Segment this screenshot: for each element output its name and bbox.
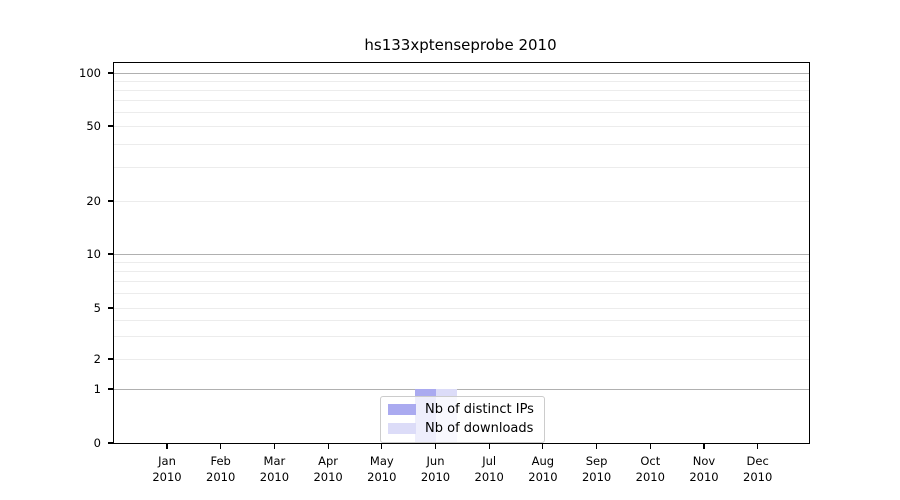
minor-gridline xyxy=(114,270,809,272)
major-gridline xyxy=(114,72,809,74)
minor-gridline xyxy=(114,358,809,360)
x-tick-label: Jan 2010 xyxy=(152,454,182,484)
legend-swatch-distinct-ips xyxy=(388,404,416,415)
x-tick-mark xyxy=(273,444,275,449)
y-tick-mark xyxy=(108,307,113,309)
minor-gridline xyxy=(114,80,809,82)
x-tick-label: Jun 2010 xyxy=(420,454,451,484)
x-tick-label: Sep 2010 xyxy=(581,454,612,484)
y-tick-mark xyxy=(108,358,113,360)
x-tick-mark xyxy=(327,444,329,449)
legend: Nb of distinct IPs Nb of downloads xyxy=(380,396,545,443)
minor-gridline xyxy=(114,99,809,101)
x-tick-mark xyxy=(488,444,490,449)
minor-gridline xyxy=(114,307,809,309)
x-tick-mark xyxy=(757,444,759,449)
minor-gridline xyxy=(114,200,809,202)
x-tick-label: Nov 2010 xyxy=(689,454,719,484)
major-gridline xyxy=(114,253,809,255)
x-tick-label: Feb 2010 xyxy=(206,454,236,484)
plot-area xyxy=(113,62,810,444)
x-tick-mark xyxy=(434,444,437,449)
minor-gridline xyxy=(114,143,809,145)
y-tick-mark xyxy=(108,388,113,390)
y-tick-mark xyxy=(108,72,113,74)
x-tick-label: Mar 2010 xyxy=(259,454,290,484)
x-tick-mark xyxy=(220,444,222,449)
chart-title: hs133xptenseprobe 2010 xyxy=(364,36,557,54)
x-tick-mark xyxy=(596,444,598,449)
y-tick-mark xyxy=(108,253,113,255)
y-tick-label: 0 xyxy=(93,436,101,450)
minor-gridline xyxy=(114,89,809,91)
legend-item-downloads: Nb of downloads xyxy=(388,420,534,437)
minor-gridline xyxy=(114,125,809,127)
minor-gridline xyxy=(114,111,809,113)
minor-gridline xyxy=(114,335,809,337)
y-tick-label: 100 xyxy=(79,66,101,80)
y-tick-mark xyxy=(108,442,113,444)
legend-swatch-downloads xyxy=(388,423,416,434)
x-tick-label: Jul 2010 xyxy=(474,454,504,484)
legend-label-distinct-ips: Nb of distinct IPs xyxy=(425,402,534,417)
minor-gridline xyxy=(114,281,809,283)
y-tick-mark xyxy=(108,125,113,127)
x-tick-mark xyxy=(542,444,544,449)
x-tick-label: Aug 2010 xyxy=(528,454,558,484)
minor-gridline xyxy=(114,261,809,263)
x-tick-label: May 2010 xyxy=(367,454,397,484)
x-tick-label: Oct 2010 xyxy=(635,454,665,484)
y-tick-label: 50 xyxy=(86,119,101,133)
minor-gridline xyxy=(114,319,809,321)
x-tick-mark xyxy=(381,444,383,449)
y-tick-label: 20 xyxy=(86,194,101,208)
x-tick-label: Dec 2010 xyxy=(743,454,773,484)
y-tick-label: 5 xyxy=(93,301,101,315)
minor-gridline xyxy=(114,293,809,295)
x-tick-mark xyxy=(649,444,651,449)
major-gridline xyxy=(114,388,809,390)
y-tick-label: 10 xyxy=(86,247,101,261)
minor-gridline xyxy=(114,167,809,169)
legend-item-distinct-ips: Nb of distinct IPs xyxy=(388,401,534,418)
y-tick-label: 2 xyxy=(93,352,101,366)
legend-label-downloads: Nb of downloads xyxy=(425,421,534,436)
x-tick-mark xyxy=(703,444,705,449)
x-tick-mark xyxy=(166,444,168,449)
x-tick-label: Apr 2010 xyxy=(313,454,343,484)
y-tick-mark xyxy=(108,200,113,202)
y-tick-label: 1 xyxy=(93,382,101,396)
